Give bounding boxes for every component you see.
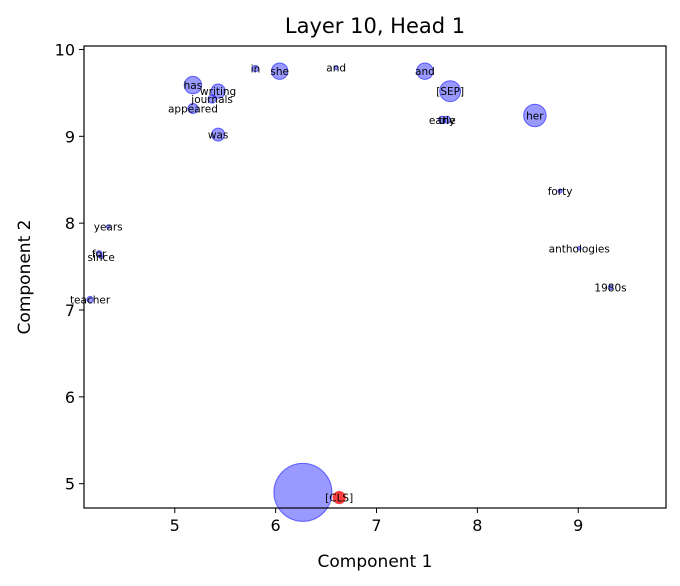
data-point bbox=[105, 224, 111, 229]
data-point bbox=[251, 64, 260, 73]
data-point bbox=[211, 127, 226, 142]
x-tick-label: 5 bbox=[170, 516, 180, 535]
data-point bbox=[207, 94, 217, 104]
data-point bbox=[183, 75, 203, 95]
data-point bbox=[210, 83, 226, 99]
point-label: appeared bbox=[168, 104, 218, 116]
y-tick-label: 7 bbox=[65, 301, 75, 320]
y-tick-label: 10 bbox=[55, 40, 75, 59]
plot-frame bbox=[83, 45, 667, 509]
data-point bbox=[86, 295, 94, 304]
data-point bbox=[607, 284, 614, 291]
x-tick-label: 6 bbox=[271, 516, 281, 535]
point-label: early bbox=[429, 115, 455, 127]
x-tick-label: 8 bbox=[472, 516, 482, 535]
point-label: her bbox=[526, 110, 544, 122]
data-point bbox=[333, 65, 339, 71]
point-label: forty bbox=[548, 186, 573, 198]
y-tick-label: 5 bbox=[65, 475, 75, 494]
x-tick-label: 7 bbox=[371, 516, 381, 535]
point-label: anthologies bbox=[549, 243, 610, 255]
data-point bbox=[187, 103, 199, 115]
data-point bbox=[439, 80, 462, 103]
point-label: since bbox=[88, 252, 115, 264]
point-label: the bbox=[439, 115, 456, 127]
x-axis-label: Component 1 bbox=[318, 552, 433, 572]
data-point bbox=[332, 490, 346, 505]
point-label: for bbox=[92, 249, 107, 261]
y-axis-ticks: 5 6 7 8 9 10 bbox=[55, 40, 84, 494]
point-label: has bbox=[184, 80, 203, 92]
point-label: years bbox=[94, 222, 123, 234]
point-label: writing bbox=[200, 86, 236, 98]
data-point bbox=[438, 115, 447, 124]
point-label: and bbox=[415, 66, 435, 78]
data-point bbox=[523, 103, 547, 128]
point-label: teacher bbox=[70, 295, 111, 307]
x-axis-ticks: 5 6 7 8 9 bbox=[170, 508, 583, 535]
point-label: journals bbox=[190, 94, 233, 106]
data-point bbox=[416, 62, 434, 80]
data-point bbox=[98, 254, 104, 260]
point-label: and bbox=[326, 63, 346, 75]
point-label: 1980s bbox=[594, 282, 626, 294]
y-tick-label: 6 bbox=[65, 388, 75, 407]
point-label: [SEP] bbox=[436, 86, 464, 98]
y-tick-label: 9 bbox=[65, 127, 75, 146]
point-label: in bbox=[251, 64, 261, 76]
chart-title: Layer 10, Head 1 bbox=[285, 14, 465, 38]
point-label: was bbox=[208, 130, 229, 142]
point-label: [CLS] bbox=[325, 493, 353, 505]
y-axis-label: Component 2 bbox=[15, 220, 35, 335]
y-tick-label: 8 bbox=[65, 214, 75, 233]
x-tick-label: 9 bbox=[573, 516, 583, 535]
points-layer bbox=[86, 62, 614, 522]
data-point bbox=[576, 246, 582, 251]
point-label: she bbox=[270, 66, 289, 78]
data-point bbox=[270, 62, 289, 80]
data-point bbox=[273, 462, 333, 522]
data-point bbox=[557, 188, 563, 194]
